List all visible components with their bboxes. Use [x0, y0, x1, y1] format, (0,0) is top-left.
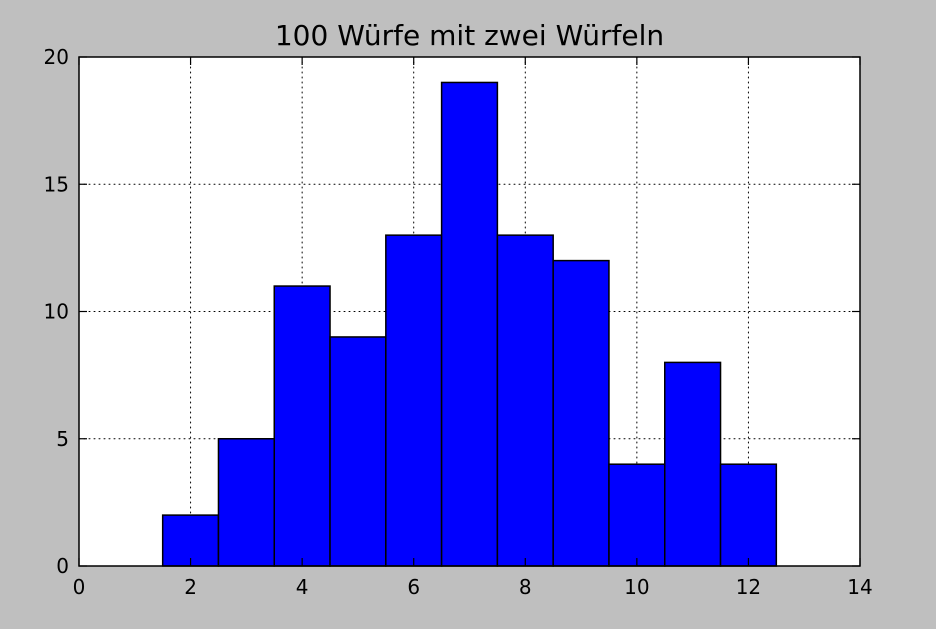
x-tick-label: 12	[736, 575, 761, 599]
x-tick-label: 4	[296, 575, 309, 599]
x-tick-label: 10	[624, 575, 649, 599]
y-tick-label: 10	[44, 300, 69, 324]
histogram-bar	[273, 285, 331, 567]
axis-ticks	[78, 56, 861, 567]
y-tick-label: 0	[56, 554, 69, 578]
x-tick-label: 8	[519, 575, 532, 599]
chart-title: 100 Würfe mit zwei Würfeln	[275, 19, 664, 52]
y-tick-label: 15	[44, 172, 69, 196]
x-tick-label: 14	[847, 575, 872, 599]
histogram-bar	[217, 438, 275, 567]
histogram-bar	[440, 81, 499, 567]
histogram-bar	[496, 234, 554, 567]
x-tick-label: 0	[73, 575, 86, 599]
y-tick-label: 5	[56, 427, 69, 451]
x-tick-label: 6	[407, 575, 420, 599]
y-axis-tick-labels: 0 5 10 15 20	[44, 45, 69, 578]
histogram-bar	[664, 361, 722, 567]
x-axis-tick-labels: 0 2 4 6 8 10 12 14	[73, 575, 873, 599]
x-tick-label: 2	[184, 575, 197, 599]
histogram-bar	[719, 463, 778, 567]
y-tick-label: 20	[44, 45, 69, 69]
histogram-bar	[552, 259, 610, 567]
histogram-bar	[608, 463, 666, 567]
histogram-bar	[329, 336, 387, 567]
histogram-bar	[385, 234, 443, 567]
